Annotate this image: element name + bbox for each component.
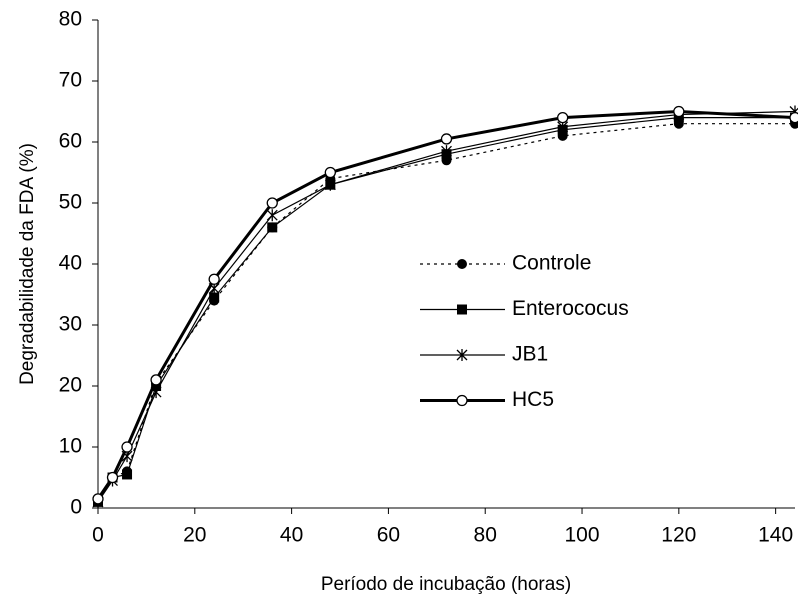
legend-marker	[456, 349, 468, 361]
marker	[441, 145, 452, 158]
x-tick-label: 60	[377, 524, 400, 547]
marker	[92, 493, 104, 505]
legend-marker	[457, 259, 467, 269]
x-tick-label: 100	[565, 524, 600, 547]
y-tick-label: 40	[59, 252, 82, 275]
series-line	[97, 110, 796, 503]
y-tick-label: 0	[70, 496, 82, 519]
y-tick-label: 10	[59, 435, 82, 458]
x-tick-label: 80	[474, 524, 497, 547]
legend-label: Enterococus	[512, 297, 629, 320]
x-tick-label: 0	[92, 524, 104, 547]
y-tick-label: 80	[59, 8, 82, 31]
x-tick-label: 40	[280, 524, 303, 547]
marker	[208, 273, 220, 285]
y-tick-label: 60	[59, 130, 82, 153]
x-tick-label: 120	[661, 524, 696, 547]
legend-marker	[456, 394, 468, 407]
legend-label: JB1	[512, 343, 548, 366]
marker	[440, 133, 453, 145]
y-tick-label: 20	[59, 374, 82, 397]
x-axis-title: Período de incubação (horas)	[321, 574, 571, 595]
series-line	[97, 123, 795, 500]
marker	[151, 381, 162, 391]
legend-label: Controle	[512, 252, 591, 275]
marker	[557, 111, 569, 124]
marker	[267, 222, 278, 233]
series-line	[96, 109, 796, 500]
marker	[266, 197, 278, 209]
marker	[266, 209, 278, 222]
marker	[789, 111, 798, 124]
y-tick-label: 50	[59, 191, 82, 214]
marker	[673, 105, 685, 118]
y-tick-label: 70	[59, 69, 82, 92]
marker	[324, 178, 336, 191]
marker	[209, 292, 220, 303]
x-tick-label: 140	[758, 524, 793, 547]
marker	[150, 374, 162, 386]
legend-marker	[457, 304, 467, 315]
marker	[106, 471, 119, 484]
legend-label: HC5	[512, 388, 554, 411]
x-tick-label: 20	[183, 524, 206, 547]
marker	[122, 469, 133, 480]
y-tick-label: 30	[59, 313, 82, 336]
marker	[121, 441, 133, 453]
y-axis-title: Degradabilidade da FDA (%)	[17, 143, 38, 385]
marker	[324, 166, 336, 179]
